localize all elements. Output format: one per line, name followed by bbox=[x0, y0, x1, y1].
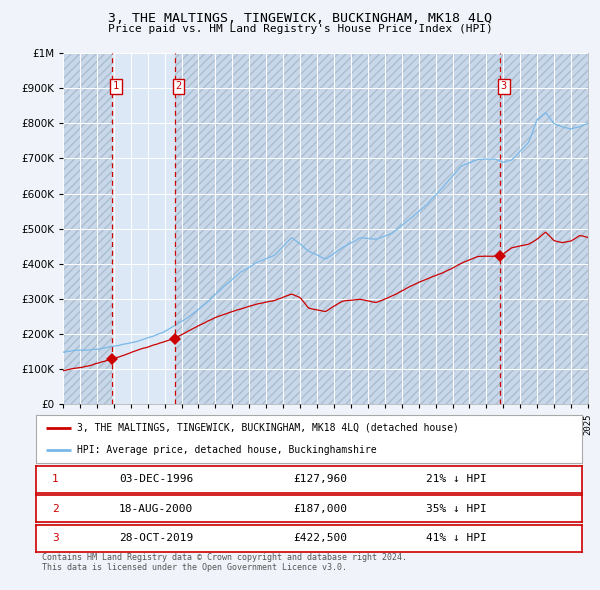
Text: HPI: Average price, detached house, Buckinghamshire: HPI: Average price, detached house, Buck… bbox=[77, 445, 377, 455]
Text: 3, THE MALTINGS, TINGEWICK, BUCKINGHAM, MK18 4LQ (detached house): 3, THE MALTINGS, TINGEWICK, BUCKINGHAM, … bbox=[77, 423, 459, 433]
Text: 3: 3 bbox=[52, 533, 58, 543]
Text: £127,960: £127,960 bbox=[293, 474, 347, 484]
Bar bbox=[500, 53, 588, 404]
Text: £187,000: £187,000 bbox=[293, 504, 347, 513]
Text: Contains HM Land Registry data © Crown copyright and database right 2024.
This d: Contains HM Land Registry data © Crown c… bbox=[42, 553, 407, 572]
Text: Price paid vs. HM Land Registry's House Price Index (HPI): Price paid vs. HM Land Registry's House … bbox=[107, 24, 493, 34]
Text: 3, THE MALTINGS, TINGEWICK, BUCKINGHAM, MK18 4LQ: 3, THE MALTINGS, TINGEWICK, BUCKINGHAM, … bbox=[108, 12, 492, 25]
Text: 03-DEC-1996: 03-DEC-1996 bbox=[119, 474, 193, 484]
Bar bbox=[112, 53, 175, 404]
Bar bbox=[63, 53, 112, 404]
Text: 35% ↓ HPI: 35% ↓ HPI bbox=[426, 504, 487, 513]
Text: £422,500: £422,500 bbox=[293, 533, 347, 543]
Text: 18-AUG-2000: 18-AUG-2000 bbox=[119, 504, 193, 513]
Bar bbox=[175, 53, 500, 404]
Text: 41% ↓ HPI: 41% ↓ HPI bbox=[426, 533, 487, 543]
Text: 21% ↓ HPI: 21% ↓ HPI bbox=[426, 474, 487, 484]
Text: 28-OCT-2019: 28-OCT-2019 bbox=[119, 533, 193, 543]
Text: 1: 1 bbox=[113, 81, 119, 91]
Text: 2: 2 bbox=[175, 81, 182, 91]
Text: 3: 3 bbox=[501, 81, 507, 91]
Text: 1: 1 bbox=[52, 474, 58, 484]
Text: 2: 2 bbox=[52, 504, 58, 513]
